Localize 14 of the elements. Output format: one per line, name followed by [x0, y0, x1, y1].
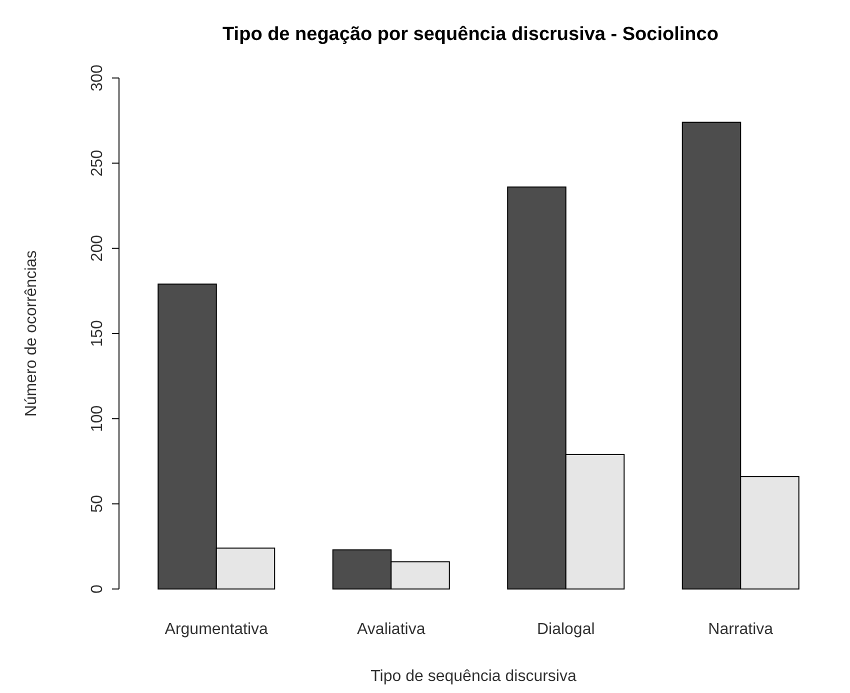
x-axis-title: Tipo de sequência discursiva	[370, 668, 576, 685]
y-axis-title: Número de ocorrências	[23, 250, 40, 417]
y-tick-label: 300	[89, 64, 106, 92]
x-tick-label: Dialogal	[536, 621, 595, 638]
x-tick-label: Argumentativa	[164, 621, 268, 638]
x-tick-label: Avaliativa	[357, 621, 426, 638]
y-tick-label: 200	[89, 234, 106, 262]
y-tick-label: 250	[89, 150, 106, 177]
y-tick-label: 150	[89, 320, 106, 347]
x-tick-label: Narrativa	[708, 621, 774, 638]
y-tick-label: 50	[89, 494, 106, 513]
y-tick-label: 0	[89, 584, 106, 594]
chart-title: Tipo de negação por sequência discrusiva - Sociolinco	[222, 24, 718, 45]
y-tick-label: 100	[89, 405, 106, 432]
